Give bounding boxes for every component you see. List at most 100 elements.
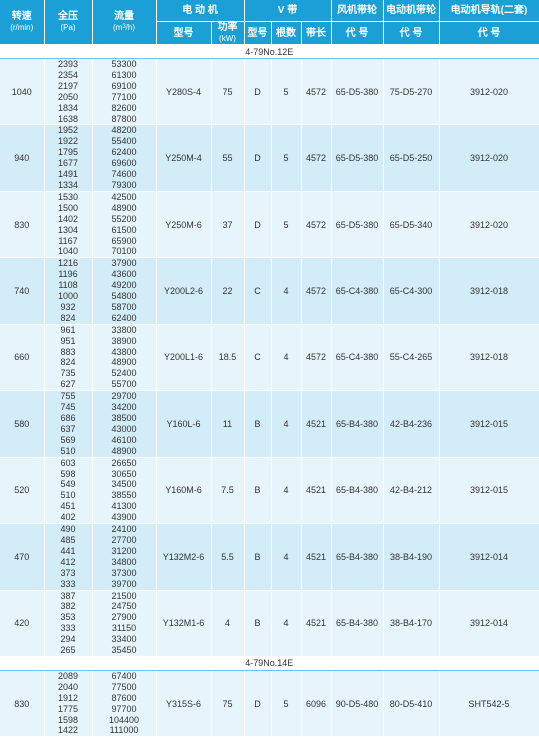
pressure-value: 333: [60, 623, 76, 634]
pressure-cell: 755 745 686 637 569 510: [44, 390, 93, 458]
pressure-value: 1677: [57, 158, 79, 169]
speed-cell: 420: [0, 590, 45, 657]
speed-cell: 740: [0, 257, 45, 325]
motor-model-cell: Y132M2-6: [156, 523, 212, 591]
fan-pulley-cell: 65-B4-380: [331, 457, 384, 525]
motor-pulley-cell: 42-B4-212: [383, 457, 440, 525]
speed-cell: 470: [0, 523, 45, 591]
belt-length-cell: 4572: [301, 124, 332, 192]
section-title: 4-79No.12E: [0, 44, 539, 59]
table-row: 470 490 485 441 412 373 333 24100 27700 31200 3480…: [0, 523, 539, 591]
flow-value: 54800: [111, 291, 137, 302]
pressure-value: 961: [60, 324, 76, 335]
motor-model-cell: Y280S-4: [156, 58, 212, 126]
motor-rail-cell: 3912-020: [439, 191, 539, 259]
flow-value: 79300: [111, 179, 137, 190]
motor-model-cell: Y160M-6: [156, 457, 212, 525]
flow-value: 104400: [108, 714, 140, 725]
table-row: 830 1530 1500 1402 1304 1167 1040 42500 48900 552…: [0, 191, 539, 259]
flow-value: 48900: [111, 445, 137, 456]
pressure-header-label: 全压: [58, 11, 78, 22]
flow-value: 38550: [111, 490, 137, 501]
fan-pulley-code-header: 代 号: [331, 21, 384, 45]
pressure-value: 510: [60, 445, 76, 456]
motor-rail-cell: 3912-014: [439, 590, 539, 657]
motor-pulley-code-header: 代 号: [383, 21, 440, 45]
pressure-value: 265: [60, 645, 76, 656]
flow-header-label: 流量: [114, 11, 134, 22]
speed-cell: 830: [0, 191, 45, 259]
flow-value: 42500: [111, 191, 137, 202]
flow-value: 48200: [111, 125, 137, 136]
pressure-value: 1334: [57, 179, 79, 190]
pressure-value: 1500: [57, 202, 79, 213]
pressure-value: 353: [60, 612, 76, 623]
belt-count-cell: 5: [271, 124, 302, 192]
flow-value: 26650: [111, 457, 137, 468]
pressure-value: 1402: [57, 213, 79, 224]
flow-unit-base: (m: [112, 23, 123, 32]
flow-value: 69600: [111, 158, 137, 169]
pressure-value: 1922: [57, 136, 79, 147]
power-cell: 22: [211, 257, 245, 325]
belt-length-cell: 4572: [301, 191, 332, 259]
pressure-value: 451: [60, 501, 76, 512]
fan-pulley-cell: 65-D5-380: [331, 191, 384, 259]
motor-rail-cell: 3912-015: [439, 390, 539, 458]
flow-value: 46100: [111, 434, 137, 445]
section-title: 4-79No.14E: [0, 656, 539, 671]
belt-length-cell: 4521: [301, 390, 332, 458]
speed-cell: 1040: [0, 58, 45, 126]
motor-pulley-header: 电动机带轮: [383, 0, 440, 22]
speed-header-label: 转速: [11, 11, 32, 22]
pressure-value: 485: [60, 534, 76, 545]
belt-type-cell: B: [244, 523, 272, 591]
motor-pulley-cell: 38-B4-190: [383, 523, 440, 591]
pressure-value: 824: [60, 312, 76, 323]
power-cell: 11: [211, 390, 245, 458]
pressure-value: 2089: [57, 670, 79, 681]
flow-value: 43800: [111, 346, 137, 357]
belt-count-cell: 4: [271, 257, 302, 325]
belt-type-cell: B: [244, 457, 272, 525]
motor-rail-cell: 3912-015: [439, 457, 539, 525]
vbelt-group-header: V 带: [244, 0, 332, 22]
flow-value: 70100: [111, 246, 137, 257]
pressure-value: 373: [60, 567, 76, 578]
belt-type-header: 型号: [244, 21, 272, 45]
flow-value: 29700: [111, 391, 137, 402]
pressure-value: 2040: [57, 681, 79, 692]
table-row: 520 603 598 549 510 451 402 26650 30650 34500 3855…: [0, 457, 539, 525]
pressure-value: 1491: [57, 169, 79, 180]
pressure-value: 735: [60, 368, 76, 379]
motor-model-cell: Y160L-6: [156, 390, 212, 458]
power-header-unit: (kW): [219, 34, 236, 43]
flow-value: 48900: [111, 357, 137, 368]
table-row: 830 2089 2040 1912 1775 1598 1422 67400 77500 876…: [0, 670, 539, 737]
section-title-row: 4-79No.12E: [0, 44, 539, 59]
power-cell: 55: [211, 124, 245, 192]
pressure-header-unit: (Pa): [60, 23, 76, 32]
pressure-cell: 1952 1922 1795 1677 1491 1334: [44, 124, 93, 192]
flow-cell: 67400 77500 87600 97700 104400 111000: [92, 670, 157, 737]
pressure-value: 1040: [57, 246, 79, 257]
pressure-value: 1598: [57, 714, 79, 725]
fan-pulley-cell: 65-D5-380: [331, 124, 384, 192]
power-cell: 37: [211, 191, 245, 259]
flow-value: 34500: [111, 479, 137, 490]
flow-value: 111000: [109, 725, 139, 736]
table-body: 4-79No.12E 1040 2393 2354 2197 2050 1834 1638 53…: [0, 44, 539, 737]
table-row: 420 387 382 353 333 294 265 21500 24750 27900 3115…: [0, 590, 539, 657]
pressure-cell: 1530 1500 1402 1304 1167 1040: [44, 191, 93, 259]
fan-pulley-cell: 65-D5-380: [331, 58, 384, 126]
motor-group-header: 电 动 机: [156, 0, 245, 22]
pressure-cell: 961 951 883 824 735 627: [44, 324, 93, 392]
table-row: 740 1216 1196 1108 1000 932 824 37900 43600 49200…: [0, 257, 539, 325]
flow-cell: 21500 24750 27900 31150 33400 35450: [92, 590, 157, 657]
flow-value: 21500: [111, 590, 137, 601]
power-cell: 18.5: [211, 324, 245, 392]
pressure-value: 1530: [57, 191, 79, 202]
motor-model-cell: Y315S-6: [156, 670, 212, 737]
pressure-value: 1304: [57, 224, 79, 235]
pressure-value: 490: [60, 524, 76, 535]
